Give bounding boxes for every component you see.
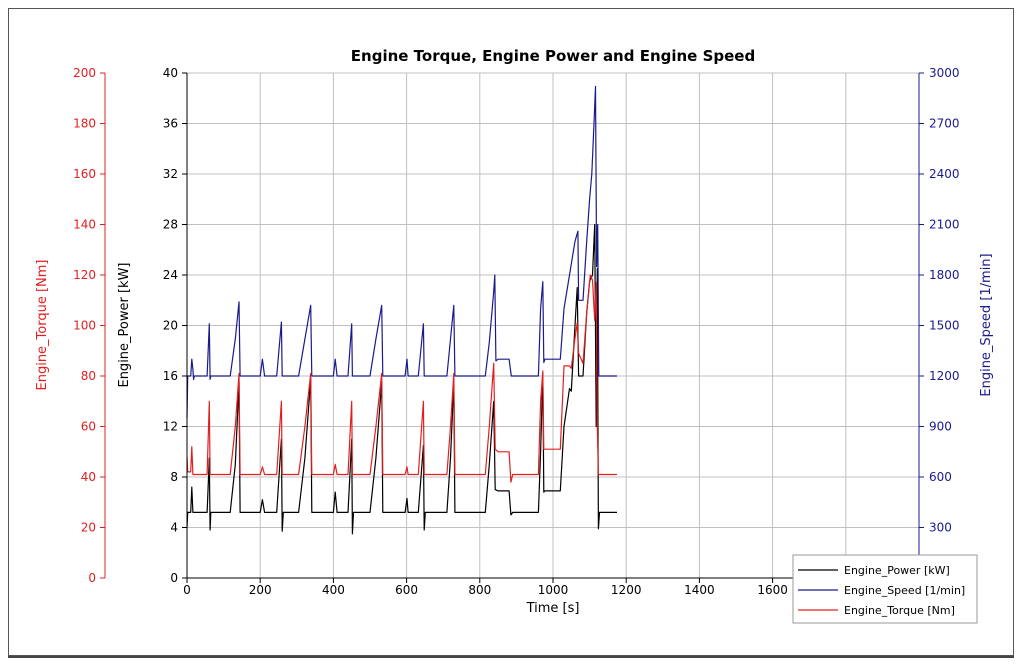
torque-tick-label: 180: [73, 117, 96, 131]
speed-tick-label: 900: [929, 420, 952, 434]
torque-tick-label: 200: [73, 66, 96, 80]
torque-tick-label: 80: [81, 369, 96, 383]
axes-group: 0 200 400 600 800 1000 1200 1400 160002040608010…: [73, 66, 959, 597]
x-tick-label: 800: [468, 583, 491, 597]
x-tick-label: 1600: [757, 583, 788, 597]
x-tick-label: 1200: [611, 583, 642, 597]
torque-tick-label: 100: [73, 319, 96, 333]
power-tick-label: 24: [163, 268, 178, 282]
power-tick-label: 36: [163, 117, 178, 131]
speed-tick-label: 3000: [929, 66, 960, 80]
torque-tick-label: 0: [88, 571, 96, 585]
series-line-power: [186, 223, 617, 535]
power-axis-label: Engine_Power [kW]: [117, 262, 132, 387]
speed-tick-label: 1200: [929, 369, 960, 383]
torque-tick-label: 60: [81, 420, 96, 434]
x-tick-label: 200: [249, 583, 272, 597]
series-group: [186, 85, 617, 535]
power-tick-label: 4: [170, 521, 178, 535]
speed-tick-label: 300: [929, 521, 952, 535]
legend-label-power: Engine_Power [kW]: [844, 564, 950, 577]
legend-label-torque: Engine_Torque [Nm]: [844, 604, 955, 617]
grid: [187, 72, 920, 578]
torque-tick-label: 160: [73, 167, 96, 181]
chart-frame: [8, 8, 1014, 656]
power-tick-label: 28: [163, 218, 178, 232]
speed-axis-label: Engine_Speed [1/min]: [979, 253, 994, 396]
legend-label-speed: Engine_Speed [1/min]: [844, 584, 965, 597]
x-tick-label: 1400: [684, 583, 715, 597]
speed-tick-label: 2700: [929, 117, 960, 131]
power-tick-label: 16: [163, 369, 178, 383]
x-tick-label: 1000: [538, 583, 569, 597]
bottom-panel-border: [8, 656, 1014, 666]
power-tick-label: 20: [163, 319, 178, 333]
power-tick-label: 12: [163, 420, 178, 434]
series-line-speed: [186, 85, 617, 419]
power-tick-label: 8: [170, 470, 178, 484]
torque-axis-label: Engine_Torque [Nm]: [35, 259, 50, 390]
series-line-torque: [186, 274, 617, 483]
speed-tick-label: 1500: [929, 319, 960, 333]
power-tick-label: 40: [163, 66, 178, 80]
power-tick-label: 32: [163, 167, 178, 181]
speed-tick-label: 1800: [929, 268, 960, 282]
speed-tick-label: 2100: [929, 218, 960, 232]
x-tick-label: 400: [322, 583, 345, 597]
legend: Engine_Power [kW] Engine_Speed [1/min] Eng…: [792, 554, 978, 624]
x-tick-label: 0: [183, 583, 191, 597]
chart-title: Engine Torque, Engine Power and Engine S…: [351, 47, 755, 65]
torque-tick-label: 120: [73, 268, 96, 282]
x-axis-label: Time [s]: [526, 601, 580, 616]
speed-tick-label: 600: [929, 470, 952, 484]
torque-tick-label: 20: [81, 521, 96, 535]
speed-tick-label: 2400: [929, 167, 960, 181]
power-tick-label: 0: [170, 571, 178, 585]
torque-tick-label: 140: [73, 218, 96, 232]
x-tick-label: 600: [395, 583, 418, 597]
torque-tick-label: 40: [81, 470, 96, 484]
